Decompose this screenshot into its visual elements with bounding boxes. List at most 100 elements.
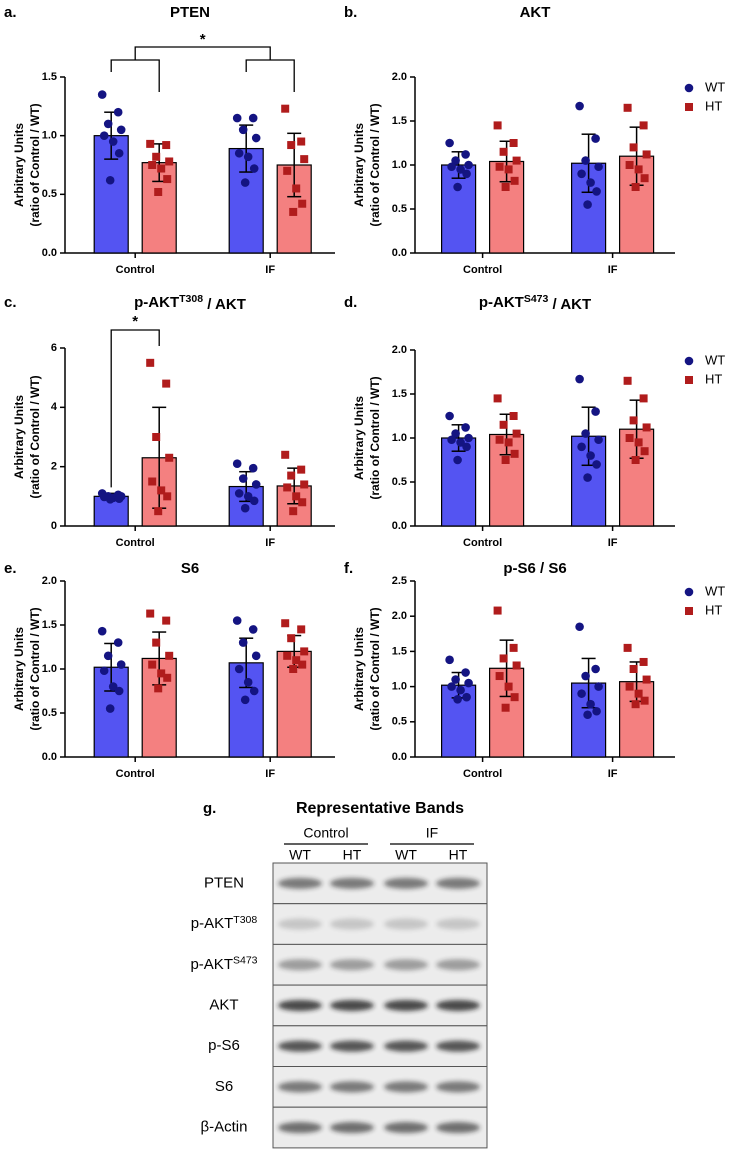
data-point — [240, 178, 250, 187]
significance-bracket — [110, 59, 160, 92]
data-point — [631, 700, 640, 709]
data-point — [629, 143, 638, 152]
data-point — [464, 160, 473, 170]
y-tick-label: 0.0 — [392, 520, 407, 532]
data-point — [501, 456, 510, 464]
data-point — [501, 183, 510, 191]
data-point — [499, 420, 508, 429]
data-point — [292, 656, 301, 665]
data-point — [238, 125, 248, 135]
data-point — [148, 161, 157, 169]
data-point — [148, 660, 157, 669]
data-point — [97, 626, 107, 636]
row-label-main: PTEN — [204, 874, 244, 891]
blot-band — [330, 1122, 374, 1134]
data-point — [640, 174, 649, 183]
data-point — [162, 616, 171, 625]
data-point — [495, 435, 504, 444]
legend-marker — [684, 356, 694, 366]
row-label-main: β-Actin — [201, 1119, 248, 1136]
blot-band — [384, 877, 428, 889]
y-tick-label: 1.0 — [392, 159, 407, 171]
y-axis-label: (ratio of Control / WT) — [28, 607, 42, 730]
data-point — [249, 496, 259, 506]
y-tick-label: 0.5 — [42, 707, 57, 719]
blot-band — [384, 1122, 428, 1134]
data-point — [445, 655, 454, 665]
y-axis-label: Arbitrary Units — [352, 627, 366, 711]
row-label-sup: S473 — [233, 954, 258, 966]
row-label-main: p-AKT — [191, 915, 234, 932]
x-tick-label: Control — [116, 537, 155, 549]
lane-label: HT — [343, 847, 362, 863]
data-point — [99, 131, 109, 140]
blot-band — [436, 918, 480, 930]
data-point — [583, 473, 592, 482]
data-point — [238, 474, 248, 483]
y-tick-label: 1.5 — [42, 619, 57, 631]
legend-marker — [684, 83, 694, 93]
y-axis-label: (ratio of Control / WT) — [368, 103, 382, 226]
y-tick-label: 1.5 — [392, 645, 407, 657]
row-label-main: p-S6 — [208, 1037, 240, 1054]
data-point — [451, 156, 460, 165]
data-point — [575, 374, 584, 384]
data-point — [623, 376, 632, 385]
lane-label: WT — [289, 847, 311, 863]
data-point — [157, 669, 166, 678]
data-point — [461, 668, 470, 677]
data-point — [592, 706, 601, 716]
y-axis-label: (ratio of Control / WT) — [28, 375, 42, 498]
data-point — [165, 651, 174, 660]
lane-label: HT — [449, 847, 468, 863]
legend-marker — [685, 376, 693, 384]
data-point — [464, 433, 473, 443]
data-point — [639, 394, 648, 403]
data-point — [504, 438, 513, 447]
data-point — [642, 423, 651, 432]
blot-band — [278, 1040, 322, 1052]
data-point — [499, 654, 508, 663]
y-axis-label: Arbitrary Units — [352, 123, 366, 207]
data-point — [105, 495, 115, 504]
data-point — [251, 651, 261, 661]
data-point — [281, 104, 290, 113]
data-point — [108, 682, 118, 691]
y-tick-label: 0.5 — [392, 716, 407, 728]
legend-marker — [685, 607, 693, 615]
data-point — [281, 450, 290, 459]
chart-title: S6 — [181, 560, 199, 577]
blot-band — [384, 1040, 428, 1052]
x-tick-label: IF — [608, 768, 618, 780]
data-point — [639, 657, 648, 666]
data-point — [577, 442, 586, 452]
data-point — [642, 675, 651, 684]
data-point — [591, 134, 600, 143]
data-point — [509, 139, 518, 147]
data-point — [453, 455, 462, 465]
data-point — [451, 429, 460, 438]
blot-band — [278, 959, 322, 971]
y-tick-label: 1.0 — [392, 432, 407, 444]
panel-label: e. — [4, 560, 17, 577]
row-label-main: p-AKT — [190, 956, 233, 973]
legend-label: HT — [705, 602, 722, 617]
panel-label: a. — [4, 4, 17, 21]
panel-label: b. — [344, 4, 357, 21]
y-axis-label: (ratio of Control / WT) — [368, 376, 382, 499]
data-point — [289, 207, 298, 216]
data-point — [297, 625, 306, 634]
data-point — [148, 477, 157, 486]
x-tick-label: Control — [463, 537, 502, 549]
data-point — [289, 665, 298, 673]
row-label-sup: T308 — [233, 914, 257, 926]
data-point — [292, 184, 301, 193]
data-point — [292, 492, 301, 501]
bar — [441, 164, 477, 254]
data-point — [243, 492, 253, 501]
blot-band — [384, 999, 428, 1011]
data-point — [501, 703, 510, 712]
chart-title-main: p-AKT — [479, 294, 524, 311]
data-point — [453, 182, 462, 192]
